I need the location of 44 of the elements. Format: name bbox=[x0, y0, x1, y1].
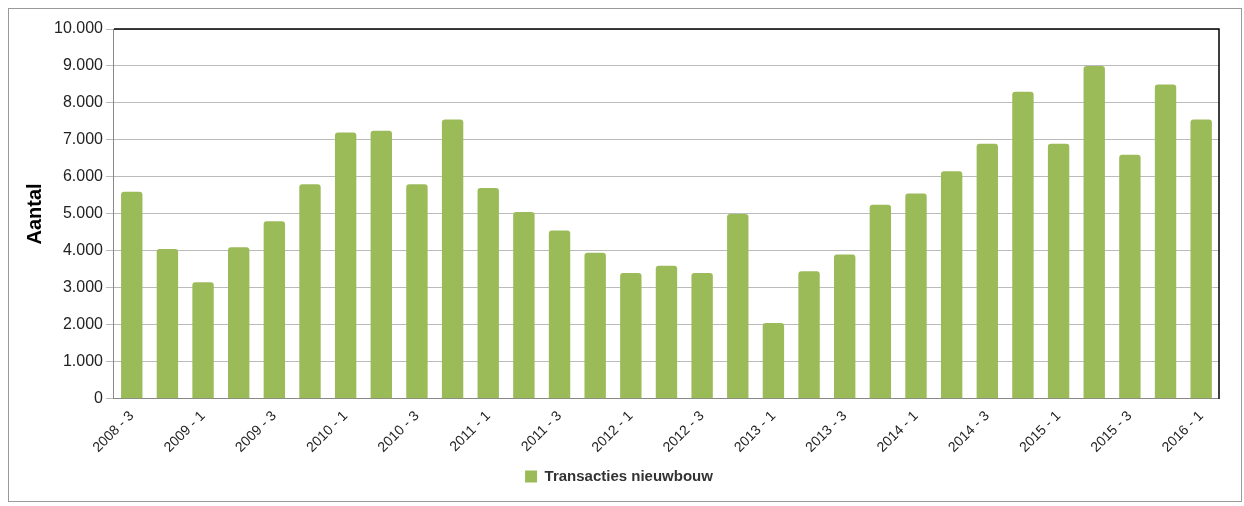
bar bbox=[976, 143, 998, 399]
bar bbox=[1047, 143, 1070, 399]
bar bbox=[1154, 84, 1177, 399]
y-tick-label: 8.000 bbox=[62, 93, 104, 111]
bar bbox=[1190, 119, 1212, 399]
bar bbox=[834, 254, 856, 399]
bar bbox=[1083, 65, 1105, 399]
bar bbox=[334, 132, 357, 399]
bar bbox=[691, 273, 713, 399]
bar bbox=[584, 252, 606, 399]
bar bbox=[263, 221, 286, 399]
bar bbox=[121, 191, 143, 399]
y-tick-label: 6.000 bbox=[62, 167, 104, 185]
bar bbox=[548, 230, 571, 399]
legend-label: Transacties nieuwbouw bbox=[544, 466, 714, 484]
bar bbox=[905, 193, 927, 399]
bar bbox=[477, 188, 499, 399]
bar bbox=[1012, 91, 1034, 399]
bar bbox=[406, 184, 428, 399]
bar bbox=[798, 271, 820, 399]
bar bbox=[762, 322, 785, 399]
y-tick-label: 3.000 bbox=[62, 278, 104, 296]
y-tick-label: 5.000 bbox=[62, 204, 104, 222]
bar bbox=[228, 247, 250, 399]
bar bbox=[727, 213, 749, 399]
y-axis-title: Aantal bbox=[22, 183, 45, 245]
y-tick-label: 4.000 bbox=[62, 241, 104, 259]
y-tick-label: 9.000 bbox=[62, 56, 104, 74]
bar bbox=[1119, 154, 1141, 399]
bar bbox=[940, 171, 963, 399]
bar bbox=[513, 212, 535, 399]
y-tick-label: 7.000 bbox=[62, 130, 104, 148]
bar bbox=[299, 184, 321, 399]
y-tick-label: 1.000 bbox=[62, 352, 104, 370]
bar bbox=[192, 282, 214, 399]
bar bbox=[441, 119, 464, 399]
bar bbox=[156, 249, 179, 399]
bar bbox=[620, 273, 642, 399]
y-tick-label: 2.000 bbox=[62, 315, 104, 333]
y-tick-label: 0 bbox=[94, 389, 104, 407]
y-tick-label: 10.000 bbox=[54, 19, 104, 37]
bar bbox=[370, 130, 392, 399]
bar bbox=[655, 265, 678, 399]
bar bbox=[869, 204, 892, 399]
